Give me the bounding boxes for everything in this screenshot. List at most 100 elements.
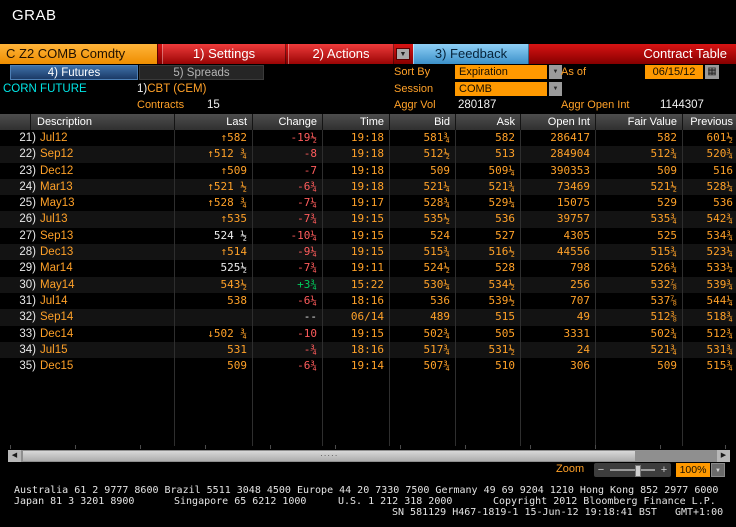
cell-fair-value: 582 [657, 131, 677, 144]
scroll-right-icon[interactable]: ▶ [717, 450, 730, 462]
table-row[interactable]: 34) Jul15 531 -¾ 18:16 517¾ 531½ 24 521¾ 531¾ [0, 341, 736, 359]
exchange-link[interactable]: 1)CBT (CEM) [137, 82, 206, 97]
cell-change: -¾ [303, 342, 317, 356]
scroll-left-icon[interactable]: ◀ [8, 450, 21, 462]
cell-open-int: 256 [570, 277, 590, 291]
cell-time: 15:22 [350, 277, 384, 291]
column-header-time[interactable]: Time [323, 114, 390, 130]
cell-description: 27) Sep13 [0, 228, 175, 244]
cell-last: ↑512 ¾ [207, 147, 247, 161]
column-header-bid[interactable]: Bid [390, 114, 456, 130]
instrument-name: CORN FUTURE [3, 83, 87, 95]
tab-futures[interactable]: 4) Futures [10, 65, 138, 80]
table-row[interactable]: 31) Jul14 538 -6¼ 18:16 536 539½ 707 537⅞ 544¼ [0, 293, 736, 309]
cell-fair-value: 509 [657, 359, 677, 373]
settings-button[interactable]: 1) Settings [162, 44, 286, 64]
table-row[interactable]: 27) Sep13 524 ½ -10¼ 19:15 524 527 4305 525 534¾ [0, 228, 736, 244]
cell-open-int: 15075 [556, 196, 590, 210]
ticker-tab[interactable]: C Z2 COMB Comdty [0, 44, 158, 64]
contract-name: Jul14 [40, 294, 68, 307]
cell-bid: 489 [430, 310, 450, 324]
cell-ask: 536 [495, 212, 515, 226]
aggr-vol-label: Aggr Vol [394, 99, 436, 111]
column-header-last[interactable]: Last [175, 114, 253, 130]
cell-last: ↑514 [220, 245, 248, 259]
page-title: Contract Table [643, 46, 727, 61]
cell-description: 23) Dec12 [0, 163, 175, 179]
sort-by-dropdown[interactable]: Expiration [455, 65, 547, 79]
cell-ask: 515 [495, 310, 515, 324]
actions-dropdown-icon[interactable]: ▼ [396, 48, 410, 60]
cell-fair-value: 509 [657, 163, 677, 177]
zoom-slider-panel: − + [594, 463, 671, 477]
table-row[interactable]: 35) Dec15 509 -6¾ 19:14 507¾ 510 306 509 515¾ [0, 358, 736, 374]
calendar-icon[interactable]: ▦ [705, 65, 719, 79]
row-number: 25) [19, 197, 36, 210]
cell-previous: 523¼ [706, 245, 734, 259]
session-dropdown[interactable]: COMB [455, 82, 547, 96]
contract-name: Mar14 [40, 262, 73, 275]
cell-change: -10 [297, 326, 317, 340]
aggr-open-int-label: Aggr Open Int [561, 99, 630, 111]
table-row[interactable]: 22) Sep12 ↑512 ¾ -8 19:18 512½ 513 284904 512¾ 52… [0, 146, 736, 163]
cell-change: -- [303, 310, 317, 324]
column-header-previous[interactable]: Previous [690, 116, 733, 128]
zoom-slider-track[interactable] [610, 465, 655, 477]
cell-fair-value: 537⅞ [650, 293, 678, 307]
zoom-value[interactable]: 100% [676, 463, 710, 477]
cell-previous: 528¼ [706, 179, 734, 193]
row-number: 33) [19, 327, 36, 340]
cell-open-int: 707 [570, 293, 590, 307]
zoom-in-button[interactable]: + [660, 464, 668, 476]
aggr-vol-value: 280187 [458, 99, 497, 111]
table-row[interactable]: 32) Sep14 -- 06/14 489 515 49 512⅜ 518¾ [0, 309, 736, 326]
table-row[interactable]: 30) May14 543½ +3¾ 15:22 530¼ 534½ 256 532⅞ 539¾ [0, 276, 736, 293]
table-row[interactable]: 23) Dec12 ↑509 -7 19:18 509 509¼ 390353 509 516 [0, 163, 736, 179]
as-of-label: As of [561, 66, 587, 78]
table-row[interactable]: 25) May13 ↑528 ¾ -7¼ 19:17 528¾ 529¼ 15075 529 53… [0, 195, 736, 211]
cell-previous: 544¼ [706, 293, 734, 307]
zoom-dropdown-icon[interactable]: ▼ [711, 463, 725, 477]
cell-previous: 512¾ [706, 326, 734, 340]
table-row[interactable]: 33) Dec14 ↓502 ¾ -10 19:15 502¾ 505 3331 502¾ 512… [0, 326, 736, 342]
contract-name: Mar13 [40, 180, 73, 193]
cell-open-int: 284904 [550, 147, 590, 161]
table-row[interactable]: 21) Jul12 ↑582 -19½ 19:18 581¾ 582 286417 582 601… [0, 130, 736, 146]
session-label: Session [394, 83, 434, 95]
table-row[interactable]: 24) Mar13 ↑521 ½ -6¾ 19:18 521¼ 521¾ 73469 521½ 5… [0, 178, 736, 196]
cell-last: 509 [227, 359, 247, 373]
contract-name: Jul12 [40, 132, 68, 144]
horizontal-scrollbar[interactable]: ◀ ····· ▶ [8, 450, 730, 462]
tab-spreads[interactable]: 5) Spreads [139, 65, 264, 80]
cell-description: 26) Jul13 [0, 211, 175, 227]
column-header-change[interactable]: Change [253, 114, 323, 130]
row-number: 32) [19, 311, 36, 324]
footer-japan: Japan 81 3 3201 8900 [14, 496, 135, 507]
contract-name: Jul13 [40, 213, 68, 226]
sort-by-dropdown-arrow-icon[interactable]: ▼ [549, 65, 562, 79]
table-body: 21) Jul12 ↑582 -19½ 19:18 581¾ 582 286417 582 601… [0, 130, 736, 446]
column-header-description[interactable]: Description [0, 114, 175, 130]
cell-previous: 516 [713, 163, 733, 177]
header-divider [30, 114, 31, 130]
table-row[interactable]: 26) Jul13 ↑535 -7¾ 19:15 535½ 536 39757 535¾ 542¾ [0, 211, 736, 228]
column-header-open-int[interactable]: Open Int [521, 114, 596, 130]
table-row[interactable]: 29) Mar14 525½ -7¾ 19:11 524½ 528 798 526¾ 533¼ [0, 260, 736, 276]
feedback-button[interactable]: 3) Feedback [413, 44, 529, 64]
actions-button[interactable]: 2) Actions [288, 44, 394, 64]
cell-last: ↑528 ¾ [207, 196, 247, 210]
cell-bid: 515¾ [423, 245, 451, 259]
table-row[interactable]: 28) Dec13 ↑514 -9¼ 19:15 515¾ 516½ 44556 515¾ 523… [0, 244, 736, 261]
cell-last: 524 ½ [213, 228, 247, 242]
session-dropdown-arrow-icon[interactable]: ▼ [549, 82, 562, 96]
column-header-fair-value[interactable]: Fair Value [596, 114, 683, 130]
cell-description: 29) Mar14 [0, 260, 175, 276]
column-header-ask[interactable]: Ask [456, 114, 521, 130]
as-of-date-field[interactable]: 06/15/12 [645, 65, 703, 79]
cell-time: 19:15 [350, 326, 384, 340]
scrollbar-thumb[interactable]: ····· [23, 451, 636, 461]
cell-change: -7¼ [297, 196, 317, 210]
zoom-out-button[interactable]: − [597, 464, 605, 476]
zoom-slider-thumb[interactable] [634, 465, 641, 477]
scrollbar-track[interactable]: ····· [21, 450, 717, 462]
